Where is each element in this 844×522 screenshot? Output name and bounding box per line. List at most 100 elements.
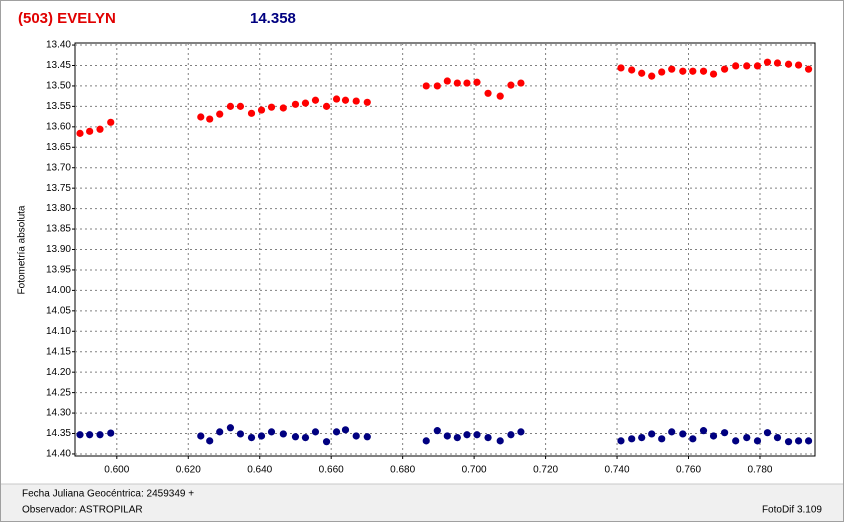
data-point: [332, 95, 341, 103]
data-point: [648, 430, 656, 438]
x-tick-label: 0.780: [747, 465, 772, 476]
data-point: [763, 58, 772, 66]
y-tick-label: 14.40: [46, 449, 71, 460]
y-axis-label: Fotometría absoluta: [17, 205, 28, 294]
data-point: [311, 96, 320, 104]
data-point: [709, 432, 718, 440]
x-tick-label: 0.660: [319, 465, 344, 476]
data-point: [679, 430, 687, 438]
data-point: [341, 426, 350, 434]
data-point: [638, 433, 646, 442]
data-point: [699, 67, 708, 75]
x-tick-label: 0.640: [247, 465, 272, 476]
data-point: [267, 428, 276, 436]
data-point: [216, 110, 224, 118]
data-point: [794, 437, 803, 445]
data-point: [453, 433, 461, 442]
data-point: [496, 92, 504, 100]
data-point: [517, 428, 525, 436]
data-point: [473, 78, 481, 86]
data-point: [679, 67, 687, 75]
data-point: [422, 82, 430, 90]
x-tick-label: 0.740: [605, 465, 630, 476]
y-tick-label: 13.70: [46, 162, 71, 173]
data-point: [732, 437, 740, 445]
data-point: [76, 129, 84, 137]
data-point: [226, 424, 235, 432]
data-point: [484, 433, 492, 442]
y-tick-label: 13.85: [46, 224, 71, 235]
data-point: [473, 431, 481, 439]
subtitle: 14.358: [250, 10, 296, 27]
data-point: [463, 431, 471, 439]
data-point: [236, 430, 245, 438]
data-point: [86, 431, 94, 439]
data-point: [507, 431, 515, 439]
data-point: [753, 437, 762, 445]
data-point: [732, 62, 740, 70]
status-bar: [1, 484, 843, 521]
x-tick-label: 0.760: [676, 465, 701, 476]
data-point: [720, 65, 729, 73]
data-point: [422, 437, 430, 445]
data-point: [648, 72, 656, 80]
x-axis-label: Fecha Juliana Geocéntrica: 2459349 +: [22, 489, 194, 500]
data-point: [773, 433, 782, 442]
y-tick-label: 13.45: [46, 60, 71, 71]
data-point: [689, 67, 697, 75]
data-point: [638, 69, 646, 77]
data-point: [291, 433, 300, 441]
data-point: [247, 109, 256, 117]
data-point: [279, 104, 287, 112]
data-point: [226, 102, 235, 110]
data-point: [76, 431, 84, 439]
data-point: [96, 431, 104, 439]
data-point: [709, 70, 718, 78]
data-point: [301, 433, 310, 442]
data-point: [86, 127, 94, 135]
data-point: [784, 438, 793, 446]
data-point: [197, 432, 205, 440]
y-tick-label: 14.30: [46, 408, 71, 419]
data-point: [279, 430, 287, 438]
data-point: [507, 81, 515, 89]
data-point: [689, 435, 697, 443]
y-tick-label: 13.95: [46, 265, 71, 276]
y-tick-label: 13.50: [46, 81, 71, 92]
observer: Observador: ASTROPILAR: [22, 505, 143, 516]
data-point: [206, 115, 214, 123]
y-tick-label: 13.65: [46, 142, 71, 153]
y-tick-label: 13.55: [46, 101, 71, 112]
data-point: [352, 97, 360, 105]
data-point: [668, 65, 676, 73]
data-point: [463, 79, 471, 87]
data-point: [267, 103, 276, 111]
y-tick-label: 14.05: [46, 305, 71, 316]
data-point: [216, 428, 224, 436]
data-point: [794, 61, 803, 69]
y-tick-label: 14.00: [46, 285, 71, 296]
data-point: [763, 429, 772, 437]
y-tick-label: 13.60: [46, 121, 71, 132]
y-tick-label: 14.10: [46, 326, 71, 337]
data-point: [443, 432, 451, 440]
data-point: [804, 65, 813, 73]
data-point: [311, 428, 320, 436]
data-point: [433, 82, 441, 90]
y-tick-label: 13.40: [46, 40, 71, 51]
data-point: [753, 62, 762, 70]
data-point: [322, 102, 331, 110]
x-tick-label: 0.620: [176, 465, 201, 476]
data-point: [484, 89, 492, 97]
data-point: [443, 77, 451, 85]
y-tick-label: 13.75: [46, 183, 71, 194]
data-point: [804, 437, 813, 445]
x-tick-label: 0.700: [462, 465, 487, 476]
data-point: [658, 435, 666, 443]
data-point: [257, 106, 266, 114]
data-point: [743, 433, 751, 442]
y-tick-label: 13.90: [46, 244, 71, 255]
data-point: [341, 96, 350, 104]
data-point: [453, 79, 461, 87]
